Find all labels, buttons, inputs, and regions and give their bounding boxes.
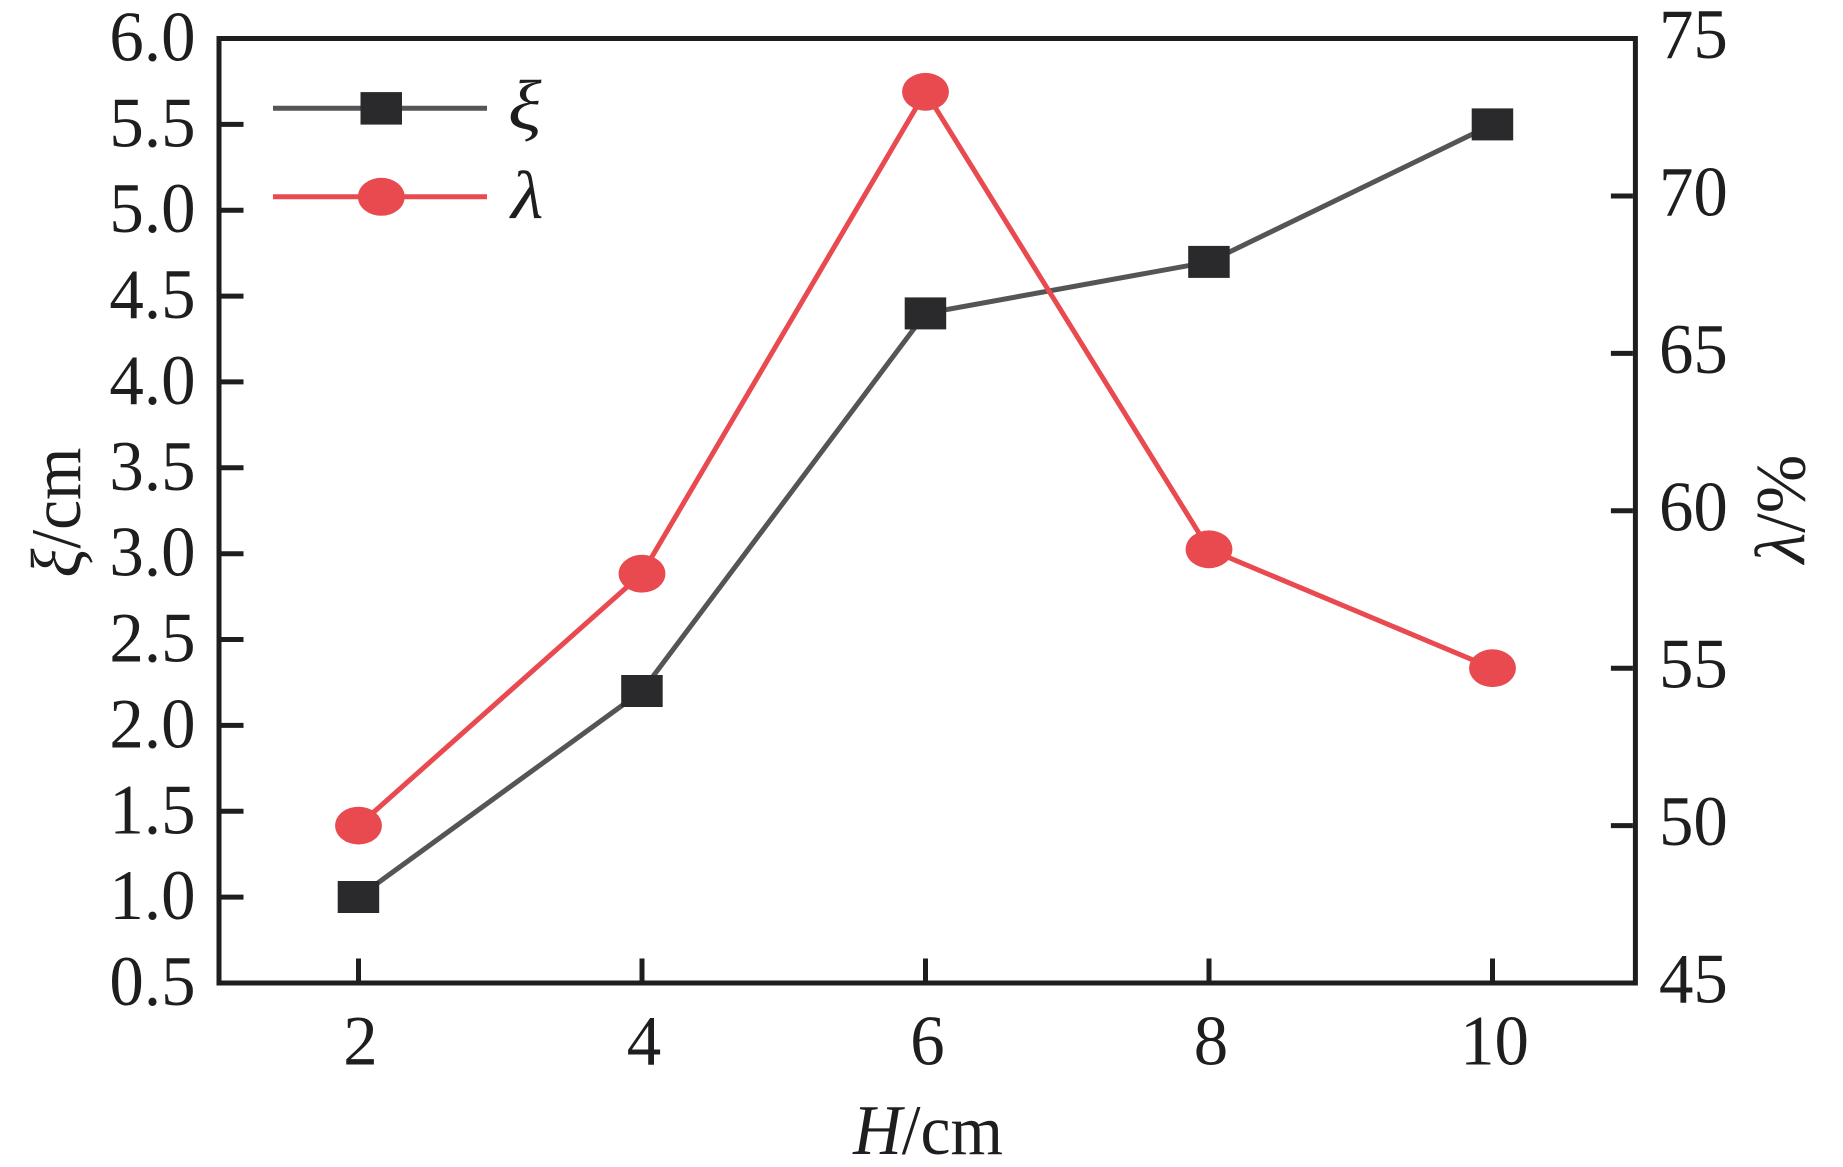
svg-text:5.5: 5.5: [109, 84, 195, 162]
svg-text:4: 4: [627, 1003, 661, 1081]
svg-text:3.5: 3.5: [109, 428, 195, 506]
svg-text:5.0: 5.0: [109, 170, 195, 248]
svg-text:H/cm: H/cm: [852, 1090, 1003, 1167]
svg-text:2: 2: [343, 1003, 377, 1081]
svg-text:λ: λ: [509, 158, 543, 233]
svg-text:ξ/cm: ξ/cm: [16, 447, 95, 577]
svg-text:λ/%: λ/%: [1742, 455, 1820, 565]
svg-text:6.0: 6.0: [109, 0, 195, 77]
svg-text:0.5: 0.5: [109, 943, 195, 1021]
svg-text:55: 55: [1659, 626, 1728, 704]
svg-text:1.5: 1.5: [109, 771, 195, 849]
svg-text:4.0: 4.0: [109, 342, 195, 420]
svg-text:70: 70: [1659, 154, 1728, 232]
svg-text:65: 65: [1659, 311, 1728, 389]
svg-text:2.5: 2.5: [109, 600, 195, 678]
svg-text:8: 8: [1194, 1003, 1228, 1081]
svg-text:45: 45: [1659, 941, 1728, 1019]
svg-text:10: 10: [1460, 1003, 1529, 1081]
svg-text:6: 6: [910, 1003, 944, 1081]
svg-text:75: 75: [1659, 0, 1728, 74]
svg-text:2.0: 2.0: [109, 685, 195, 763]
svg-text:1.0: 1.0: [109, 857, 195, 935]
svg-text:50: 50: [1659, 783, 1728, 861]
svg-text:ξ: ξ: [508, 66, 541, 145]
svg-text:3.0: 3.0: [109, 514, 195, 592]
svg-text:4.5: 4.5: [109, 256, 195, 334]
svg-text:60: 60: [1659, 468, 1728, 546]
